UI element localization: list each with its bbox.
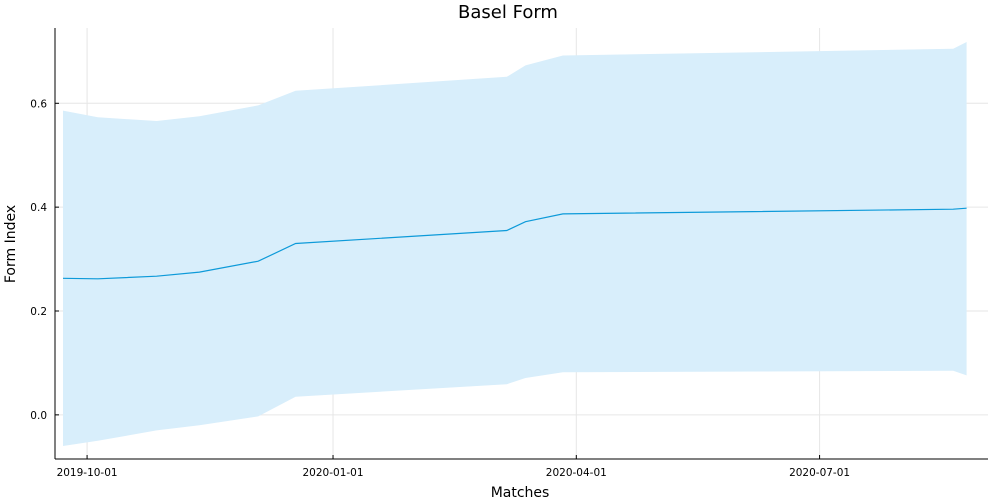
x-tick-label-1: 2020-01-01 [303,467,364,479]
y-axis-label: Form Index [3,205,19,283]
y-tick-label-2: 0.4 [30,202,47,214]
chart-title: Basel Form [458,2,558,23]
series-line-0 [62,207,967,280]
y-tick-label-1: 0.2 [30,306,47,318]
x-tick-label-2: 2020-04-01 [546,467,607,479]
tick-labels: 2019-10-01 2020-01-01 2020-04-01 2020-07-01… [30,98,850,479]
confidence-band-0 [63,42,967,446]
x-axis-label: Matches [491,485,550,500]
y-tick-label-3: 0.6 [30,98,47,110]
axes [54,28,988,460]
x-tick-label-3: 2020-07-01 [789,467,850,479]
series-line-layer [62,207,967,280]
x-tick-label-0: 2019-10-01 [57,467,118,479]
confidence-band-layer [63,42,967,446]
y-tick-label-0: 0.0 [30,410,47,422]
